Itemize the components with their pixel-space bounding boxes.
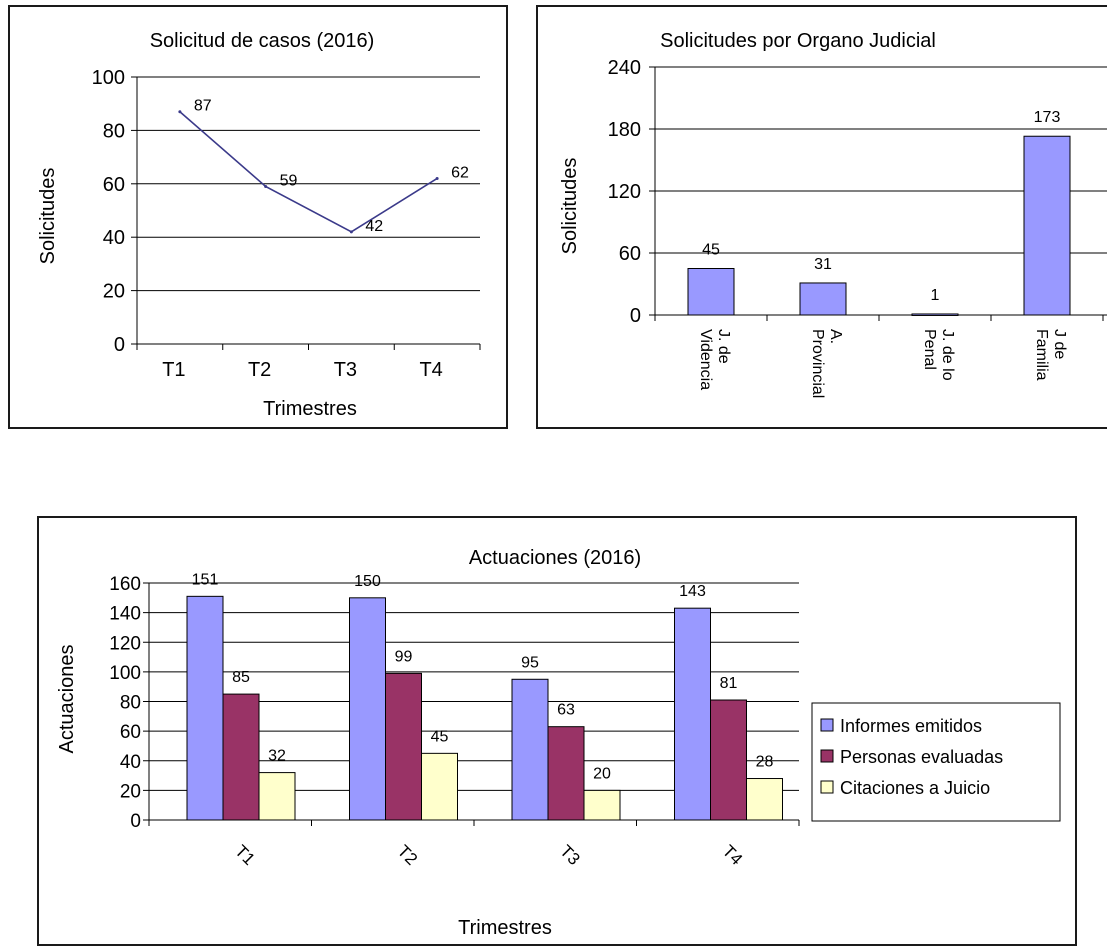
chart-title: Solicitud de casos (2016) [150, 30, 375, 52]
y-axis-label: Solicitudes [559, 158, 581, 255]
y-tick-label: 0 [114, 334, 125, 356]
x-tick-label: J. de [715, 329, 732, 364]
bar [911, 313, 959, 316]
bar [349, 597, 386, 821]
x-tick-label: T1 [162, 359, 185, 381]
data-label: 59 [280, 172, 298, 189]
chart-panel-solicitudes-organo: Solicitudes por Organo Judicial Solicitu… [536, 5, 1107, 429]
legend-box [811, 702, 1061, 822]
y-tick-label: 0 [130, 811, 141, 832]
legend-label: Citaciones a Juicio [840, 778, 990, 798]
bar [186, 595, 224, 821]
data-label: 81 [720, 675, 738, 692]
y-tick-label: 160 [109, 574, 141, 595]
line-chart-solicitud-casos: Solicitud de casos (2016) Solicitudes Tr… [37, 30, 481, 420]
legend-swatch [820, 718, 834, 732]
bar [799, 282, 847, 316]
y-axis-label: Actuaciones [56, 645, 78, 754]
legend-label: Informes emitidos [840, 716, 982, 736]
y-tick-label: 120 [608, 181, 641, 203]
x-tick-label: T4 [719, 841, 746, 868]
y-axis-label: Solicitudes [37, 168, 59, 265]
bar-chart-solicitudes-organo: Solicitudes por Organo Judicial Solicitu… [559, 30, 1107, 398]
y-tick-label: 0 [630, 305, 641, 327]
x-tick-label: T1 [231, 841, 258, 868]
data-label: 87 [194, 98, 212, 115]
bar [583, 789, 621, 821]
data-label: 85 [232, 669, 250, 686]
data-label: 63 [557, 702, 575, 719]
data-label: 99 [395, 648, 413, 665]
legend-swatch [820, 780, 834, 794]
chart-panel-solicitud-casos: Solicitud de casos (2016) Solicitudes Tr… [8, 5, 508, 429]
data-point [349, 230, 353, 234]
y-tick-label: 20 [120, 781, 141, 802]
x-axis-label: Trimestres [458, 917, 552, 939]
y-tick-label: 140 [109, 604, 141, 625]
data-point [435, 176, 439, 180]
grouped-bar-chart-actuaciones: Actuaciones (2016) Actuaciones Trimestre… [56, 547, 1061, 939]
data-label: 151 [192, 571, 219, 588]
data-label: 150 [354, 573, 381, 590]
data-label: 95 [521, 654, 539, 671]
bar [547, 726, 585, 821]
y-tick-label: 40 [103, 227, 125, 249]
data-label: 62 [451, 164, 469, 181]
bar [222, 693, 260, 821]
y-tick-label: 20 [103, 281, 125, 303]
data-label: 143 [679, 583, 706, 600]
x-tick-label: Videncia [697, 329, 714, 390]
data-point [178, 110, 182, 114]
x-axis-label: Trimestres [263, 398, 357, 420]
data-label: 45 [431, 728, 449, 745]
x-tick-label: T4 [419, 359, 442, 381]
series-line [179, 111, 438, 233]
data-label: 1 [931, 287, 940, 304]
chart-title: Actuaciones (2016) [469, 547, 641, 569]
bar [385, 672, 422, 821]
y-tick-label: 100 [109, 663, 141, 684]
data-label: 20 [593, 765, 611, 782]
y-tick-label: 240 [608, 57, 641, 79]
x-tick-label: J. de lo [939, 329, 956, 381]
data-label: 32 [268, 748, 286, 765]
y-tick-label: 40 [120, 752, 141, 773]
bar [1023, 135, 1071, 316]
bar [710, 699, 747, 821]
y-tick-label: 80 [103, 120, 125, 142]
data-point [264, 184, 268, 188]
bar [746, 778, 783, 821]
bar [258, 772, 296, 821]
y-tick-label: 60 [103, 174, 125, 196]
bar [687, 268, 735, 316]
bar [421, 752, 458, 821]
data-label: 31 [814, 256, 832, 273]
data-label: 42 [365, 218, 383, 235]
chart-panel-actuaciones: Actuaciones (2016) Actuaciones Trimestre… [37, 516, 1077, 946]
bar [674, 607, 711, 821]
x-tick-label: A. [827, 329, 844, 344]
data-label: 45 [702, 242, 720, 259]
x-tick-label: T3 [334, 359, 357, 381]
x-tick-label: J de [1051, 329, 1068, 359]
x-tick-label: Penal [921, 329, 938, 370]
x-tick-label: T3 [556, 841, 583, 868]
chart-title: Solicitudes por Organo Judicial [660, 30, 936, 52]
y-tick-label: 180 [608, 119, 641, 141]
y-tick-label: 60 [120, 722, 141, 743]
y-tick-label: 120 [109, 633, 141, 654]
x-tick-label: T2 [248, 359, 271, 381]
bar [511, 678, 549, 821]
x-tick-label: Provincial [809, 329, 826, 398]
x-tick-label: Familia [1033, 329, 1050, 381]
y-tick-label: 100 [92, 67, 125, 89]
data-label: 28 [756, 754, 774, 771]
legend-swatch [820, 749, 834, 763]
y-tick-label: 60 [619, 243, 641, 265]
x-tick-label: T2 [394, 841, 421, 868]
data-label: 173 [1034, 109, 1061, 126]
legend-label: Personas evaluadas [840, 747, 1003, 767]
y-tick-label: 80 [120, 693, 141, 714]
